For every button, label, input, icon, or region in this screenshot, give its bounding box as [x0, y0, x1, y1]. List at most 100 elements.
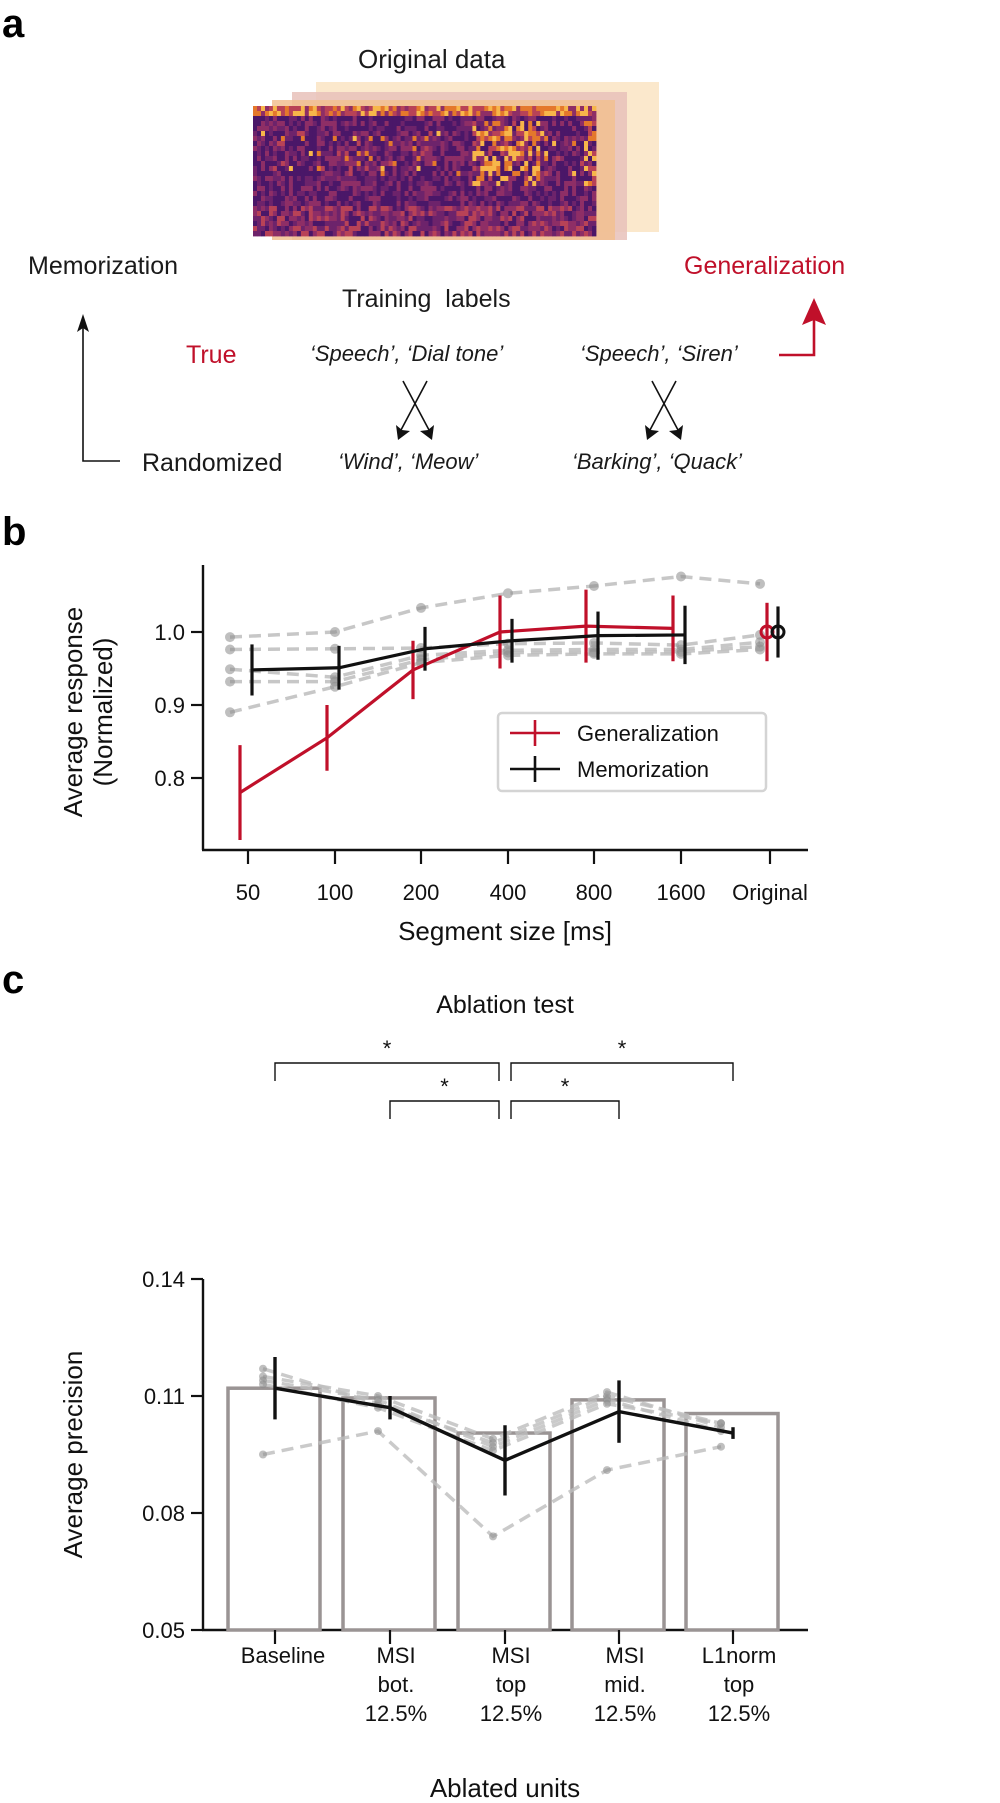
x-tick-label-line: 12.5%: [480, 1701, 542, 1726]
y-axis-label: Average precision: [58, 1351, 88, 1559]
significance-bracket: [274, 1062, 500, 1081]
x-tick-label-line: top: [724, 1672, 755, 1697]
series-line-generalization: [239, 624, 674, 794]
x-tick-label: MSI top 12.5%: [480, 1643, 542, 1726]
memorization-arrow-icon: [77, 314, 120, 462]
model-point: [489, 1434, 497, 1443]
model-point: [603, 1399, 611, 1408]
model-point: [374, 1427, 382, 1436]
random-label-pair-1: ‘Wind’, ‘Meow’: [338, 449, 479, 474]
significance-star: *: [618, 1036, 627, 1061]
x-axis-label: Segment size [ms]: [398, 916, 612, 946]
model-line: [262, 1374, 722, 1441]
model-point: [225, 632, 235, 643]
x-tick-label-line: MSI: [605, 1643, 644, 1668]
generalization-axis-label: Generalization: [684, 252, 846, 280]
y-tick-label: 0.14: [142, 1267, 185, 1292]
x-tick-label: 100: [317, 880, 354, 905]
memorization-axis-label: Memorization: [28, 252, 179, 280]
true-label-pair-1: ‘Speech’, ‘Dial tone’: [310, 341, 504, 366]
true-label: True: [186, 341, 237, 369]
x-tick-label-line: 12.5%: [594, 1701, 656, 1726]
model-point: [259, 1380, 267, 1389]
y-axis-label-line-1: Average response: [58, 607, 88, 818]
bar-0: [226, 1386, 322, 1632]
series-line-memorization: [251, 633, 686, 672]
model-point: [755, 644, 765, 655]
model-point: [225, 676, 235, 687]
x-tick-label-line: MSI: [491, 1643, 530, 1668]
model-point: [717, 1442, 725, 1451]
x-tick-label: Baseline: [241, 1643, 325, 1668]
x-tick-label: L1norm top 12.5%: [702, 1643, 777, 1726]
model-point: [225, 644, 235, 655]
original-data-label: Original data: [358, 44, 506, 74]
chart-title: Ablation test: [436, 991, 574, 1019]
x-tick-label: 1600: [657, 880, 706, 905]
randomized-label: Randomized: [142, 449, 283, 477]
true-label-pair-2: ‘Speech’, ‘Siren’: [580, 341, 738, 366]
legend-entry: Generalization: [577, 721, 719, 746]
x-tick-label-line: top: [496, 1672, 527, 1697]
x-tick-label-line: Baseline: [241, 1643, 325, 1668]
spectrogram-stack-icon: [253, 82, 659, 240]
x-tick-label-line: mid.: [604, 1672, 646, 1697]
y-tick-label: 0.9: [154, 693, 185, 718]
y-tick-label: 1.0: [154, 620, 185, 645]
x-tick-label: 200: [403, 880, 440, 905]
legend: Generalization Memorization: [496, 711, 768, 793]
generalization-arrow-icon: [779, 298, 826, 357]
model-point: [330, 627, 340, 637]
random-label-pair-2: ‘Barking’, ‘Quack’: [572, 449, 742, 474]
significance-star: *: [440, 1074, 449, 1099]
x-tick-label: 800: [576, 880, 613, 905]
panel-a-arrows: [77, 298, 826, 462]
y-tick-label: 0.8: [154, 766, 185, 791]
model-point: [225, 664, 235, 675]
training-labels-title: Training labels: [342, 285, 511, 313]
y-axis-label: Average response(Normalized): [58, 607, 118, 818]
model-point: [503, 588, 513, 599]
x-tick-label-line: MSI: [376, 1643, 415, 1668]
x-tick-label-line: L1norm: [702, 1643, 777, 1668]
model-point: [589, 581, 599, 592]
spectrogram-front: [253, 106, 597, 237]
shuffle-arrows-icon-1: [396, 380, 434, 440]
panel-b-letter: b: [2, 510, 27, 554]
significance-bracket: [510, 1062, 734, 1081]
model-point: [374, 1395, 382, 1404]
panel-a-letter: a: [2, 2, 25, 46]
y-tick-label: 0.05: [142, 1618, 185, 1643]
significance-star: *: [561, 1074, 570, 1099]
model-point: [717, 1419, 725, 1428]
legend-box: [496, 711, 768, 793]
model-point: [755, 578, 765, 589]
x-tick-label: MSI bot. 12.5%: [365, 1643, 427, 1726]
model-point: [603, 1388, 611, 1397]
x-tick-label-line: 12.5%: [365, 1701, 427, 1726]
panel-c-letter: c: [2, 958, 25, 1002]
model-point: [225, 707, 235, 718]
x-axis-label: Ablated units: [430, 1773, 580, 1803]
legend-entry: Memorization: [577, 757, 709, 782]
significance-bracket: [389, 1100, 500, 1119]
model-point: [416, 602, 426, 613]
x-tick-label-line: bot.: [378, 1672, 415, 1697]
segment-size-line-chart: 0.8 0.9 1.0 50 100 200 400 800 1600 Original Segme…: [58, 565, 808, 946]
y-tick-label: 0.11: [144, 1384, 185, 1409]
bar-4: [684, 1411, 780, 1632]
significance-star: *: [383, 1036, 392, 1061]
model-point: [259, 1450, 267, 1459]
x-tick-label-line: 12.5%: [708, 1701, 770, 1726]
significance-bracket: [510, 1100, 620, 1119]
bar-1: [341, 1396, 437, 1632]
x-tick-label: 400: [490, 880, 527, 905]
x-tick-label: MSI mid. 12.5%: [594, 1643, 656, 1726]
y-axis-label-line-2: (Normalized): [88, 638, 118, 787]
x-tick-label: 50: [236, 880, 260, 905]
model-point: [489, 1532, 497, 1541]
y-tick-label: 0.08: [142, 1501, 185, 1526]
model-point: [603, 1466, 611, 1475]
original-marker-memorization: [770, 624, 786, 640]
